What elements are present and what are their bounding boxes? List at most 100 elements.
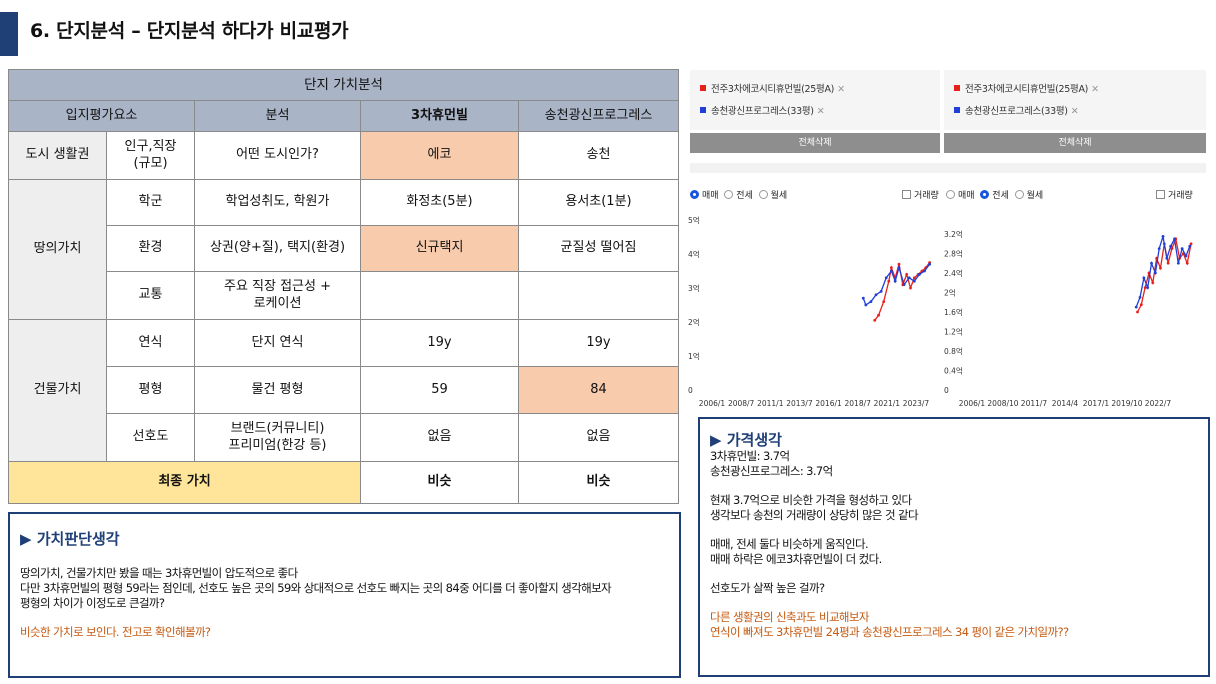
data-point — [889, 266, 893, 269]
analysis-cell: 어떤 도시인가? — [194, 131, 361, 180]
x-tick-label: 2008/10 — [987, 399, 1018, 408]
price-note-conclusion: 다른 생활권의 신축과도 비교해보자 — [710, 610, 869, 624]
data-point — [902, 283, 906, 286]
x-tick-label: 2023/7 — [903, 399, 930, 408]
data-point — [1169, 244, 1173, 248]
analysis-cell: 주요 직장 접근성 + 로케이션 — [194, 271, 361, 320]
x-tick-label: 2014/4 — [1052, 399, 1079, 408]
blue-square-icon — [954, 107, 960, 113]
price-note-line: 현재 3.7억으로 비슷한 가격을 형성하고 있다 — [710, 493, 912, 507]
data-point — [1188, 244, 1192, 248]
data-point — [879, 290, 883, 293]
data-point — [1161, 235, 1165, 238]
close-icon[interactable]: ✕ — [837, 84, 845, 95]
data-point — [897, 262, 901, 266]
value-a-cell: 없음 — [360, 413, 519, 462]
x-tick-label: 2021/1 — [874, 399, 901, 408]
table-row: 교통 주요 직장 접근성 + 로케이션 — [9, 271, 679, 320]
radio-monthly[interactable]: 월세 — [1014, 190, 1043, 201]
price-line: 송천광신프로그레스: 3.7억 — [710, 464, 833, 478]
data-point — [897, 266, 901, 269]
red-square-icon — [954, 85, 960, 91]
compare-panel-left: 전주3차에코시티휴먼빌(25평A) ✕ 송천광신프로그레스(33평) ✕ — [690, 70, 940, 130]
table-row: 건물가치 연식 단지 연식 19y 19y — [8, 319, 679, 462]
data-point — [869, 300, 873, 303]
close-icon[interactable]: ✕ — [816, 106, 825, 117]
header-complex-a: 3차휴먼빌 — [360, 100, 519, 132]
x-tick-label: 2019/10 — [1111, 399, 1142, 408]
value-b-cell: 19y — [518, 319, 679, 367]
price-thought-note: ▶ 가격생각 3차휴먼빌: 3.7억 송천광신프로그레스: 3.7억 현재 3.… — [698, 417, 1210, 677]
compare-item[interactable]: 전주3차에코시티휴먼빌(25평A) ✕ — [700, 81, 845, 95]
delete-all-button[interactable]: 전체삭제 — [690, 133, 940, 153]
delete-all-button[interactable]: 전체삭제 — [944, 133, 1206, 153]
data-point — [1150, 261, 1153, 265]
y-tick-label: 2.4억 — [944, 269, 963, 278]
header-analysis: 분석 — [194, 100, 361, 132]
data-point — [1180, 247, 1184, 251]
data-point — [923, 269, 926, 273]
trade-type-radio-group: 매매 전세 월세 — [690, 188, 787, 201]
radio-jeonse[interactable]: 전세 — [980, 190, 1009, 201]
price-note-line: 생각보다 송천의 거래량이 상당히 많은 것 같다 — [710, 508, 919, 522]
volume-checkbox[interactable]: 거래량 — [1156, 188, 1193, 201]
table-row: 선호도 브랜드(커뮤니티) 프리미엄(한강 등) 없음 없음 — [9, 413, 679, 462]
y-tick-label: 0.8억 — [944, 347, 963, 356]
value-b-cell: 용서초(1분) — [518, 179, 679, 226]
category-building: 건물가치 — [8, 319, 107, 462]
x-tick-label: 2011/7 — [1021, 399, 1048, 408]
y-tick-label: 2억 — [944, 289, 956, 298]
compare-item[interactable]: 전주3차에코시티휴먼빌(25평A) ✕ — [954, 81, 1099, 95]
compare-item-label: 전주3차에코시티휴먼빌(25평A) — [965, 84, 1089, 95]
data-point — [1176, 261, 1180, 265]
data-point — [873, 318, 877, 322]
sub-factor: 평형 — [106, 366, 195, 414]
price-line: 3차휴먼빌: 3.7억 — [710, 449, 790, 463]
data-point — [1157, 247, 1161, 251]
close-icon[interactable]: ✕ — [1070, 106, 1079, 117]
data-point — [1142, 276, 1146, 280]
y-tick-label: 3억 — [688, 284, 700, 293]
data-point — [884, 276, 888, 280]
radio-monthly[interactable]: 월세 — [758, 190, 787, 201]
category-city: 도시 생활권 — [8, 131, 107, 180]
sale-price-chart: 5억 4억 3억 2억 1억 0 2006/1 2008/7 2011/1 2013/7 2016/… — [688, 216, 932, 408]
data-point — [918, 273, 921, 276]
value-note-line: 평형의 차이가 이정도로 큰걸까? — [20, 596, 165, 610]
volume-checkbox[interactable]: 거래량 — [902, 188, 939, 201]
y-tick-label: 3.2억 — [944, 230, 963, 239]
radio-sale[interactable]: 매매 — [946, 190, 975, 201]
data-point — [928, 262, 932, 266]
compare-item[interactable]: 송천광신프로그레스(33평) ✕ — [954, 103, 1079, 117]
data-point — [1143, 286, 1147, 290]
price-note-heading: ▶ 가격생각 — [710, 431, 782, 449]
value-a-cell: 에코 — [360, 131, 519, 180]
data-point — [877, 313, 880, 317]
close-icon[interactable]: ✕ — [1091, 84, 1099, 95]
radio-jeonse[interactable]: 전세 — [724, 190, 753, 201]
radio-empty-icon — [758, 190, 768, 199]
jeonse-price-chart: 3.2억 2.8억 2.4억 2억 1.6억 1.2억 0.8억 0.4억 0 2006/1 200… — [944, 230, 1193, 408]
table-row: 땅의가치 학군 학업성취도, 학원가 화정초(5분) 용서초(1분) — [8, 179, 679, 320]
compare-item[interactable]: 송천광신프로그레스(33평) ✕ — [700, 103, 825, 117]
data-point — [1189, 242, 1193, 246]
compare-item-label: 전주3차에코시티휴먼빌(25평A) — [711, 84, 835, 95]
table-row: 도시 생활권 인구,직장 (규모) 어떤 도시인가? 에코 송천 — [8, 131, 679, 180]
series-line-1 — [1135, 236, 1191, 308]
data-point — [1184, 254, 1188, 258]
radio-sale[interactable]: 매매 — [690, 190, 719, 201]
data-point — [1138, 295, 1142, 299]
value-note-line: 다만 3차휴먼빌의 평형 59라는 점인데, 선호도 높은 곳의 59와 상대적… — [20, 581, 612, 595]
final-value-label: 최종 가치 — [8, 461, 361, 504]
final-value-a: 비슷 — [360, 461, 519, 504]
y-tick-label: 5억 — [688, 216, 700, 225]
value-note-line: 땅의가치, 건물가치만 봤을 때는 3차휴먼빌이 압도적으로 좋다 — [20, 566, 298, 580]
series-line-1 — [862, 263, 931, 306]
x-tick-label: 2017/1 — [1083, 399, 1110, 408]
value-a-cell — [360, 271, 519, 320]
value-b-cell — [518, 271, 679, 320]
blue-square-icon — [700, 107, 706, 113]
price-note-conclusion: 연식이 빠져도 3차휴먼빌 24평과 송천광신프로그레스 34 평이 같은 가치… — [710, 625, 1069, 639]
header-location-factor: 입지평가요소 — [8, 100, 195, 132]
compare-item-label: 송천광신프로그레스(33평) — [965, 106, 1068, 117]
